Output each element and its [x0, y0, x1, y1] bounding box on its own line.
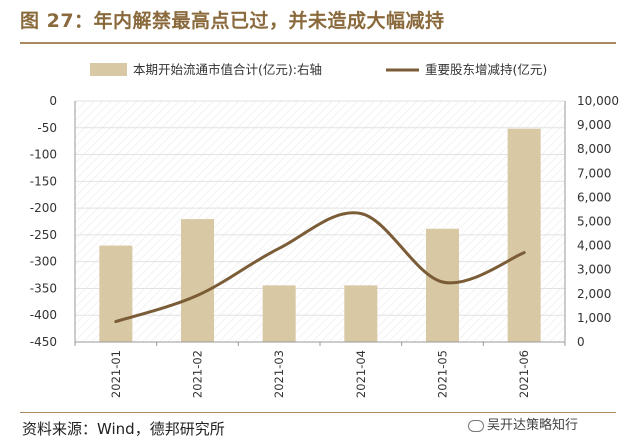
plot-area — [75, 101, 565, 342]
right-tick-label: 0 — [577, 335, 585, 349]
right-tick-label: 3,000 — [577, 263, 611, 277]
source-rule — [20, 412, 616, 413]
watermark-text: 吴开达策略知行 — [487, 418, 579, 433]
left-tick-label: 0 — [49, 94, 57, 108]
left-tick-label: -50 — [37, 121, 57, 135]
right-tick-label: 2,000 — [577, 287, 611, 301]
left-tick-label: -450 — [30, 335, 57, 349]
legend-label-line: 重要股东增减持(亿元) — [425, 62, 547, 77]
x-tick-label: 2021-04 — [354, 350, 368, 398]
legend-swatch-bar — [90, 63, 127, 76]
left-tick-label: -400 — [30, 308, 57, 322]
bar-2021-02 — [181, 219, 214, 342]
chart-title: 图 27：年内解禁最高点已过，并未造成大幅减持 — [20, 10, 445, 32]
right-tick-label: 4,000 — [577, 239, 611, 253]
right-tick-label: 1,000 — [577, 311, 611, 325]
series-line — [114, 211, 526, 324]
left-tick-label: -150 — [30, 174, 57, 188]
wechat-icon — [468, 419, 484, 432]
left-tick-label: -200 — [30, 201, 57, 215]
bar-2021-05 — [426, 228, 459, 342]
bar-2021-04 — [344, 285, 378, 342]
x-tick-label: 2021-01 — [109, 350, 123, 398]
left-tick-label: -350 — [30, 281, 57, 295]
watermark: 吴开达策略知行 — [468, 414, 578, 433]
bar-2021-03 — [262, 285, 296, 342]
source-note: 资料来源：Wind，德邦研究所 — [22, 420, 225, 438]
bar-2021-01 — [99, 245, 133, 342]
left-tick-label: -300 — [30, 255, 57, 269]
right-tick-label: 6,000 — [577, 190, 611, 204]
x-tick-label: 2021-03 — [272, 350, 286, 398]
left-tick-label: -100 — [30, 148, 57, 162]
x-tick-label: 2021-06 — [517, 350, 531, 398]
right-tick-label: 5,000 — [577, 215, 611, 229]
title-rule — [20, 42, 616, 44]
x-tick-label: 2021-02 — [191, 350, 205, 398]
x-tick-label: 2021-05 — [436, 350, 450, 398]
legend-label-bar: 本期开始流通市值合计(亿元):右轴 — [133, 62, 322, 77]
right-tick-label: 7,000 — [577, 166, 611, 180]
bar-2021-06 — [507, 128, 541, 342]
right-tick-label: 8,000 — [577, 142, 611, 156]
right-tick-label: 10,000 — [577, 94, 619, 108]
left-tick-label: -250 — [30, 228, 57, 242]
right-tick-label: 9,000 — [577, 118, 611, 132]
